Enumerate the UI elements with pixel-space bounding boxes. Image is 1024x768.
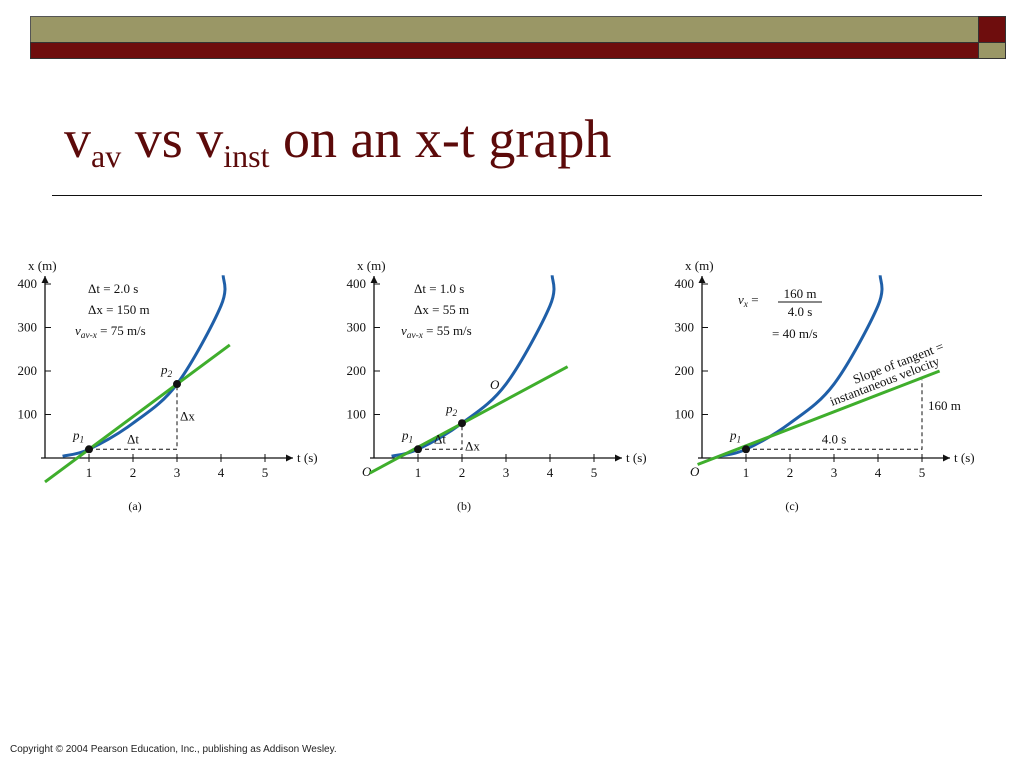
annotation-dx: Δx = 55 m <box>414 302 469 317</box>
annotation-vavg: vav-x = 75 m/s <box>75 323 146 341</box>
panel-label: (a) <box>128 499 141 513</box>
delta-t-label: 4.0 s <box>822 431 847 446</box>
x-tick-label: 5 <box>262 465 269 480</box>
point-label: p2 <box>160 362 173 380</box>
annotation-fraction-den: 4.0 s <box>788 304 813 319</box>
y-tick-label: 100 <box>18 407 38 422</box>
x-tick-label: 4 <box>547 465 554 480</box>
y-axis-label: x (m) <box>28 258 57 273</box>
y-tick-label: 100 <box>675 407 695 422</box>
delta-x-label: 160 m <box>928 398 961 413</box>
x-axis-arrow <box>943 454 950 462</box>
delta-guides <box>89 384 178 450</box>
annotation-vavg: vav-x = 55 m/s <box>401 323 472 341</box>
annotation-fraction-num: 160 m <box>784 286 817 301</box>
delta-t-label: Δt <box>127 431 139 446</box>
delta-guides <box>746 379 923 450</box>
point-p1 <box>742 445 750 454</box>
title-subscript: inst <box>223 138 270 174</box>
chart-panel-a: 1 2 3 4 5 100 200 300 400 x (m) t (s) (a) Δt Δx p1 p2 Δt… <box>18 258 318 513</box>
x-tick-label: 4 <box>218 465 225 480</box>
y-tick-label: 400 <box>18 276 38 291</box>
y-tick-label: 400 <box>347 276 367 291</box>
y-axis-arrow <box>370 276 378 283</box>
title-part: vs v <box>121 109 224 169</box>
x-axis-label: t (s) <box>297 450 318 465</box>
x-tick-label: 5 <box>919 465 926 480</box>
tangent-line <box>697 369 941 466</box>
y-tick-label: 300 <box>18 320 38 335</box>
y-tick-label: 300 <box>675 320 695 335</box>
point-label: p1 <box>729 427 741 445</box>
title-part: v <box>64 109 91 169</box>
delta-t-label: Δt <box>434 431 446 446</box>
y-tick-label: 400 <box>675 276 695 291</box>
panel-label: (b) <box>457 499 471 513</box>
delta-x-label: Δx <box>465 438 480 453</box>
annotation-vx: vx = <box>738 292 759 310</box>
x-axis-arrow <box>286 454 293 462</box>
secant-line <box>44 343 231 484</box>
point-p2 <box>173 380 181 389</box>
y-axis-label: x (m) <box>685 258 714 273</box>
slide-title: vav vs vinst on an x-t graph <box>64 112 611 172</box>
secant-line <box>368 365 569 475</box>
x-tick-label: 3 <box>831 465 838 480</box>
delta-x-label: Δx <box>180 409 195 424</box>
x-axis-label: t (s) <box>626 450 647 465</box>
x-tick-label: 2 <box>459 465 466 480</box>
y-tick-label: 200 <box>18 363 38 378</box>
point-label: p1 <box>72 427 84 445</box>
title-part: on an x-t graph <box>269 109 612 169</box>
chart-panel-b: 1 2 3 4 5 100 200 300 400 x (m) t (s) O (b) Δt Δx p1 p2 Δ… <box>347 258 647 513</box>
x-tick-label: 3 <box>174 465 181 480</box>
annotation-dt: Δt = 1.0 s <box>414 281 464 296</box>
header-corner-olive <box>978 42 1006 59</box>
y-tick-label: 200 <box>347 363 367 378</box>
y-tick-label: 100 <box>347 407 367 422</box>
annotation-result: = 40 m/s <box>772 326 818 341</box>
y-axis-arrow <box>41 276 49 283</box>
x-tick-label: 1 <box>86 465 93 480</box>
x-axis-label: t (s) <box>954 450 975 465</box>
y-tick-label: 300 <box>347 320 367 335</box>
annotation-dx: Δx = 150 m <box>88 302 150 317</box>
x-tick-label: 1 <box>743 465 750 480</box>
curve-o-label: O <box>490 377 500 392</box>
point-p1 <box>85 445 93 454</box>
x-tick-label: 3 <box>503 465 510 480</box>
x-tick-label: 2 <box>787 465 794 480</box>
panel-label: (c) <box>785 499 798 513</box>
delta-guides <box>418 423 463 450</box>
x-tick-label: 5 <box>591 465 598 480</box>
title-underline <box>52 195 982 196</box>
chart-panel-c: 1 2 3 4 5 100 200 300 400 x (m) t (s) O (c) 4.0 s 160 … <box>675 258 975 513</box>
copyright-footer: Copyright © 2004 Pearson Education, Inc.… <box>10 744 337 755</box>
y-axis-label: x (m) <box>357 258 386 273</box>
point-label: p1 <box>401 427 413 445</box>
y-tick-label: 200 <box>675 363 695 378</box>
x-axis-arrow <box>615 454 622 462</box>
point-p2 <box>458 419 466 428</box>
title-subscript: av <box>91 138 122 174</box>
annotation-dt: Δt = 2.0 s <box>88 281 138 296</box>
point-label: p2 <box>445 401 458 419</box>
origin-label: O <box>362 464 372 479</box>
x-tick-label: 1 <box>415 465 422 480</box>
x-tick-label: 2 <box>130 465 137 480</box>
origin-label: O <box>690 464 700 479</box>
point-p1 <box>414 445 422 454</box>
y-axis-arrow <box>698 276 706 283</box>
x-tick-label: 4 <box>875 465 882 480</box>
